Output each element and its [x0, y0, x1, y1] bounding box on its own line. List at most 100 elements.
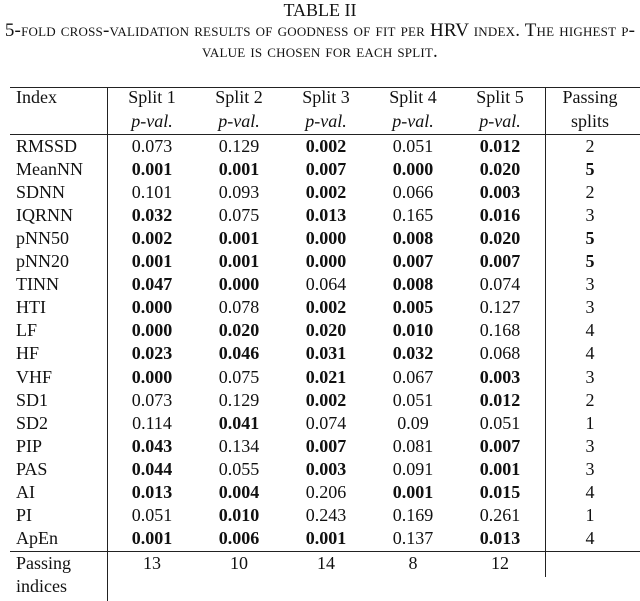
cell: 0.261	[479, 504, 521, 525]
cell: 4	[585, 343, 595, 364]
cell: 0.046	[218, 343, 260, 364]
cell: 5	[585, 159, 595, 180]
footer-cell: 10	[230, 553, 248, 573]
cell: 4	[585, 320, 595, 341]
cell: 0.000	[131, 297, 173, 318]
cell: 0.023	[131, 343, 173, 364]
row-label: TINN	[16, 274, 59, 295]
column-header: Index	[16, 87, 57, 107]
cell: 0.020	[479, 228, 521, 249]
row-label: SD2	[16, 412, 49, 433]
cell: 0.001	[305, 527, 347, 548]
row-label: VHF	[16, 366, 53, 387]
cell: 0.051	[479, 412, 521, 433]
cell: 1	[585, 412, 595, 433]
top-rule	[10, 87, 640, 88]
column-divider	[545, 87, 546, 577]
cell: 0.000	[131, 320, 173, 341]
cell: 0.020	[479, 159, 521, 180]
cell: 1	[585, 504, 595, 525]
cell: 0.000	[305, 228, 347, 249]
column-header: Split 1	[128, 87, 176, 107]
table-label: TABLE II	[283, 0, 357, 20]
cell: 0.002	[305, 182, 347, 203]
cell: 0.003	[479, 366, 521, 387]
cell: 0.09	[397, 412, 429, 433]
column-header: Split 3	[302, 87, 350, 107]
cell: 0.001	[131, 159, 173, 180]
column-subheader: p-val.	[479, 111, 521, 131]
cell: 0.001	[392, 481, 434, 502]
cell: 0.075	[218, 205, 260, 226]
footer-cell: 8	[408, 553, 418, 573]
cell: 0.091	[392, 458, 434, 479]
row-label: SD1	[16, 389, 49, 410]
cell: 0.013	[305, 205, 347, 226]
cell: 0.032	[392, 343, 434, 364]
row-label: IQRNN	[16, 205, 73, 226]
cell: 0.020	[305, 320, 347, 341]
cell: 0.243	[305, 504, 347, 525]
column-header: Passing	[562, 87, 618, 107]
cell: 0.002	[131, 228, 173, 249]
cell: 0.008	[392, 228, 434, 249]
cell: 0.051	[392, 136, 434, 156]
row-label: HTI	[16, 297, 46, 318]
footer-cell: 14	[317, 553, 335, 573]
cell: 3	[585, 297, 595, 318]
cell: 0.008	[392, 274, 434, 295]
cell: 0.168	[479, 320, 521, 341]
cell: 3	[585, 458, 595, 479]
cell: 0.073	[131, 389, 173, 410]
cell: 0.041	[218, 412, 260, 433]
cell: 0.114	[132, 412, 172, 433]
cell: 0.012	[479, 136, 521, 156]
cell: 0.067	[392, 366, 434, 387]
footer-cell: 13	[143, 553, 161, 573]
cell: 0.016	[479, 205, 521, 226]
row-label: PAS	[16, 458, 48, 479]
cell: 0.005	[392, 297, 434, 318]
row-label: pNN20	[16, 251, 69, 272]
cell: 5	[585, 228, 595, 249]
cell: 0.068	[479, 343, 521, 364]
cell: 0.002	[305, 297, 347, 318]
row-label: RMSSD	[16, 136, 78, 156]
cell: 0.169	[392, 504, 434, 525]
cell: 0.044	[131, 458, 173, 479]
cell: 0.078	[218, 297, 260, 318]
row-label: AI	[16, 481, 35, 502]
cell: 0.206	[305, 481, 347, 502]
cell: 5	[585, 251, 595, 272]
cell: 0.081	[392, 435, 434, 456]
cell: 0.020	[218, 320, 260, 341]
cell: 0.015	[479, 481, 521, 502]
cell: 0.134	[218, 435, 260, 456]
cell: 0.129	[218, 136, 260, 156]
cell: 0.127	[479, 297, 521, 318]
cell: 0.101	[131, 182, 173, 203]
cell: 0.000	[392, 159, 434, 180]
cell: 0.007	[305, 159, 347, 180]
cell: 0.075	[218, 366, 260, 387]
cell: 0.043	[131, 435, 173, 456]
footer-rule	[10, 551, 640, 552]
cell: 0.001	[218, 159, 260, 180]
cell: 0.013	[131, 481, 173, 502]
cell: 0.129	[218, 389, 260, 410]
cell: 0.003	[305, 458, 347, 479]
column-subheader: p-val.	[305, 111, 347, 131]
cell: 4	[585, 527, 595, 548]
cell: 0.004	[218, 481, 260, 502]
cell: 2	[585, 389, 595, 410]
cell: 0.001	[218, 228, 260, 249]
cell: 4	[585, 481, 595, 502]
cell: 0.000	[131, 366, 173, 387]
row-label: HF	[16, 343, 40, 364]
footer-label: indices	[16, 576, 67, 596]
column-subheader: p-val.	[131, 111, 173, 131]
cell: 0.064	[305, 274, 347, 295]
column-subheader: p-val.	[218, 111, 260, 131]
column-header: Split 2	[215, 87, 263, 107]
cell: 3	[585, 366, 595, 387]
